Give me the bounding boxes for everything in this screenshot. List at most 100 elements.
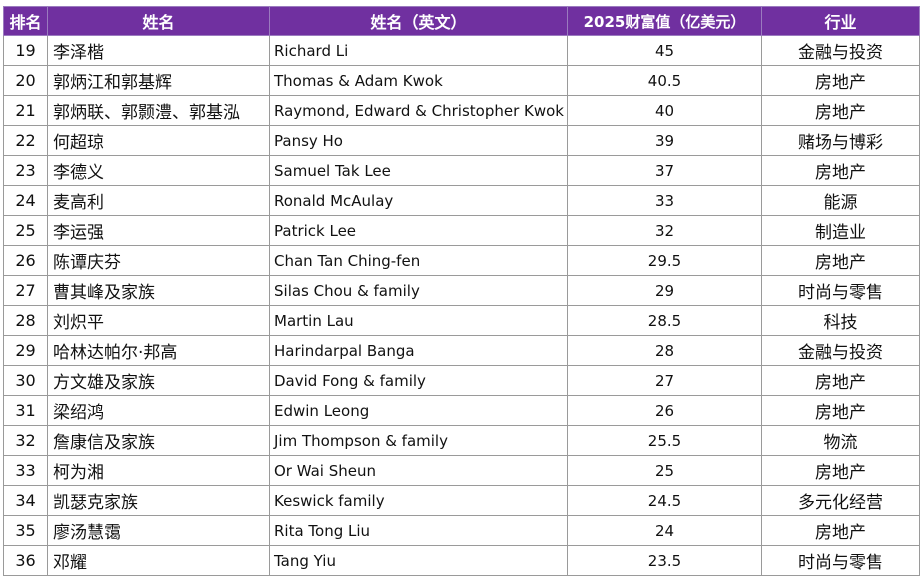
cell-name-cn[interactable]: 李运强 (47, 215, 270, 246)
cell-rank[interactable]: 33 (3, 455, 48, 486)
cell-industry[interactable]: 多元化经营 (761, 485, 920, 516)
cell-industry[interactable]: 房地产 (761, 95, 920, 126)
cell-wealth[interactable]: 24.5 (567, 485, 762, 516)
cell-wealth[interactable]: 37 (567, 155, 762, 186)
table-row: 22 何超琼 Pansy Ho 39 赌场与博彩 (3, 125, 920, 156)
cell-name-en[interactable]: Tang Yiu (269, 545, 568, 576)
header-rank[interactable]: 排名 (3, 6, 48, 36)
cell-wealth[interactable]: 40 (567, 95, 762, 126)
cell-name-en[interactable]: Richard Li (269, 35, 568, 66)
cell-name-cn[interactable]: 曹其峰及家族 (47, 275, 270, 306)
cell-industry[interactable]: 金融与投资 (761, 35, 920, 66)
cell-name-cn[interactable]: 柯为湘 (47, 455, 270, 486)
cell-industry[interactable]: 科技 (761, 305, 920, 336)
cell-rank[interactable]: 29 (3, 335, 48, 366)
cell-name-en[interactable]: Pansy Ho (269, 125, 568, 156)
cell-industry[interactable]: 房地产 (761, 395, 920, 426)
cell-rank[interactable]: 20 (3, 65, 48, 96)
cell-wealth[interactable]: 39 (567, 125, 762, 156)
header-wealth[interactable]: 2025财富值（亿美元） (567, 6, 762, 36)
cell-name-en[interactable]: Chan Tan Ching-fen (269, 245, 568, 276)
cell-rank[interactable]: 30 (3, 365, 48, 396)
cell-industry[interactable]: 时尚与零售 (761, 545, 920, 576)
cell-name-cn[interactable]: 方文雄及家族 (47, 365, 270, 396)
cell-rank[interactable]: 36 (3, 545, 48, 576)
cell-name-cn[interactable]: 廖汤慧霭 (47, 515, 270, 546)
cell-name-cn[interactable]: 李泽楷 (47, 35, 270, 66)
cell-rank[interactable]: 24 (3, 185, 48, 216)
cell-wealth[interactable]: 40.5 (567, 65, 762, 96)
top-strip (0, 0, 922, 6)
cell-wealth[interactable]: 28.5 (567, 305, 762, 336)
cell-industry[interactable]: 物流 (761, 425, 920, 456)
cell-wealth[interactable]: 28 (567, 335, 762, 366)
cell-industry[interactable]: 房地产 (761, 455, 920, 486)
cell-name-cn[interactable]: 詹康信及家族 (47, 425, 270, 456)
cell-rank[interactable]: 28 (3, 305, 48, 336)
cell-industry[interactable]: 房地产 (761, 515, 920, 546)
cell-name-en[interactable]: Ronald McAulay (269, 185, 568, 216)
cell-industry[interactable]: 时尚与零售 (761, 275, 920, 306)
cell-industry[interactable]: 房地产 (761, 65, 920, 96)
cell-name-cn[interactable]: 梁绍鸿 (47, 395, 270, 426)
header-name-en[interactable]: 姓名（英文） (269, 6, 568, 36)
cell-name-en[interactable]: Patrick Lee (269, 215, 568, 246)
cell-name-cn[interactable]: 何超琼 (47, 125, 270, 156)
cell-rank[interactable]: 32 (3, 425, 48, 456)
cell-name-en[interactable]: Edwin Leong (269, 395, 568, 426)
cell-rank[interactable]: 27 (3, 275, 48, 306)
header-industry[interactable]: 行业 (761, 6, 920, 36)
table-row: 33 柯为湘 Or Wai Sheun 25 房地产 (3, 455, 920, 486)
cell-name-cn[interactable]: 凯瑟克家族 (47, 485, 270, 516)
cell-name-en[interactable]: Rita Tong Liu (269, 515, 568, 546)
header-name-cn[interactable]: 姓名 (47, 6, 270, 36)
cell-rank[interactable]: 23 (3, 155, 48, 186)
cell-name-en[interactable]: Or Wai Sheun (269, 455, 568, 486)
cell-wealth[interactable]: 29.5 (567, 245, 762, 276)
cell-wealth[interactable]: 27 (567, 365, 762, 396)
cell-wealth[interactable]: 29 (567, 275, 762, 306)
cell-wealth[interactable]: 23.5 (567, 545, 762, 576)
cell-rank[interactable]: 25 (3, 215, 48, 246)
cell-rank[interactable]: 21 (3, 95, 48, 126)
cell-name-cn[interactable]: 麦高利 (47, 185, 270, 216)
cell-name-en[interactable]: Keswick family (269, 485, 568, 516)
cell-wealth[interactable]: 24 (567, 515, 762, 546)
cell-rank[interactable]: 34 (3, 485, 48, 516)
cell-rank[interactable]: 22 (3, 125, 48, 156)
cell-wealth[interactable]: 25 (567, 455, 762, 486)
cell-name-cn[interactable]: 刘炽平 (47, 305, 270, 336)
cell-wealth[interactable]: 25.5 (567, 425, 762, 456)
cell-name-en[interactable]: Silas Chou & family (269, 275, 568, 306)
cell-wealth[interactable]: 33 (567, 185, 762, 216)
cell-name-cn[interactable]: 郭炳江和郭基辉 (47, 65, 270, 96)
cell-name-cn[interactable]: 陈谭庆芬 (47, 245, 270, 276)
cell-rank[interactable]: 19 (3, 35, 48, 66)
cell-rank[interactable]: 31 (3, 395, 48, 426)
cell-industry[interactable]: 能源 (761, 185, 920, 216)
cell-rank[interactable]: 35 (3, 515, 48, 546)
cell-name-en[interactable]: David Fong & family (269, 365, 568, 396)
cell-wealth[interactable]: 32 (567, 215, 762, 246)
cell-name-cn[interactable]: 邓耀 (47, 545, 270, 576)
cell-industry[interactable]: 金融与投资 (761, 335, 920, 366)
cell-name-en[interactable]: Jim Thompson & family (269, 425, 568, 456)
cell-industry[interactable]: 赌场与博彩 (761, 125, 920, 156)
cell-rank[interactable]: 26 (3, 245, 48, 276)
cell-name-en[interactable]: Harindarpal Banga (269, 335, 568, 366)
table-row: 32 詹康信及家族 Jim Thompson & family 25.5 物流 (3, 425, 920, 456)
cell-wealth[interactable]: 26 (567, 395, 762, 426)
cell-name-cn[interactable]: 哈林达帕尔·邦高 (47, 335, 270, 366)
cell-industry[interactable]: 房地产 (761, 245, 920, 276)
cell-wealth[interactable]: 45 (567, 35, 762, 66)
cell-name-en[interactable]: Martin Lau (269, 305, 568, 336)
cell-name-cn[interactable]: 郭炳联、郭颢澧、郭基泓 (47, 95, 270, 126)
cell-name-cn[interactable]: 李德义 (47, 155, 270, 186)
table-row: 24 麦高利 Ronald McAulay 33 能源 (3, 185, 920, 216)
cell-name-en[interactable]: Thomas & Adam Kwok (269, 65, 568, 96)
cell-industry[interactable]: 制造业 (761, 215, 920, 246)
cell-industry[interactable]: 房地产 (761, 155, 920, 186)
cell-name-en[interactable]: Samuel Tak Lee (269, 155, 568, 186)
cell-industry[interactable]: 房地产 (761, 365, 920, 396)
cell-name-en[interactable]: Raymond, Edward & Christopher Kwok (269, 95, 568, 126)
